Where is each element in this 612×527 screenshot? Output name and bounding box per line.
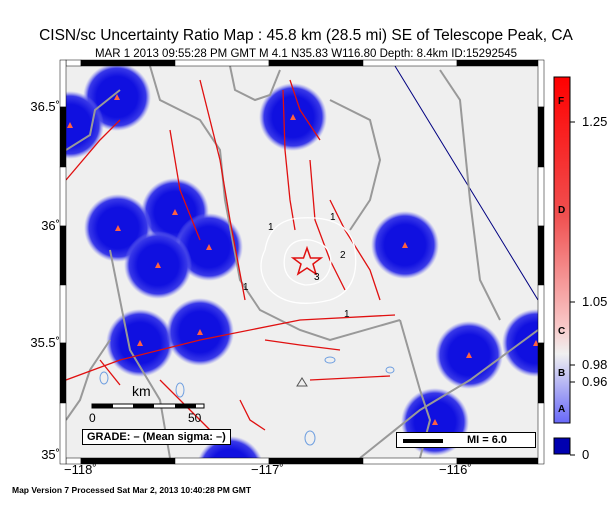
lat-label: 36˚ <box>41 218 60 233</box>
frame-segment <box>59 106 67 168</box>
intensity-contours <box>260 217 357 304</box>
mi-legend-line <box>403 439 443 443</box>
lon-label: −116˚ <box>439 462 472 477</box>
region-boundary <box>394 66 538 301</box>
contour-label: 3 <box>314 272 320 283</box>
frame-segment <box>537 402 545 465</box>
map-title: CISN/sc Uncertainty Ratio Map : 45.8 km … <box>39 27 573 44</box>
frame-segment <box>59 402 67 465</box>
station-triangle-icon <box>597 467 603 473</box>
lat-label: 35˚ <box>41 447 60 462</box>
lon-label: −118˚ <box>64 462 97 477</box>
scale-tick: 0 <box>89 411 96 425</box>
colorbar-letter: A <box>558 404 566 415</box>
colorbar-tick-label: 0 <box>582 447 590 462</box>
grade-box: GRADE: – (Mean sigma: –) <box>82 429 231 445</box>
station-triangle-icon <box>172 209 178 215</box>
station-triangle-icon <box>137 340 143 346</box>
frame-segment <box>537 225 545 286</box>
colorbar-letter: C <box>558 326 566 337</box>
station-triangle-icon <box>115 225 121 231</box>
contour-label: 2 <box>340 250 346 261</box>
map-version-footer: Map Version 7 Processed Sat Mar 2, 2013 … <box>12 485 252 495</box>
frame-segment <box>537 284 545 344</box>
frame-segment <box>59 166 67 227</box>
lat-label: 35.5˚ <box>30 335 60 350</box>
station-triangle-icon <box>290 114 296 120</box>
station-triangle-icon <box>533 340 538 346</box>
contour-label: 1 <box>268 222 274 233</box>
frame-segment <box>59 284 67 344</box>
colorbar-letter: F <box>558 96 565 107</box>
contour-label: 1 <box>243 282 249 293</box>
frame-segment <box>537 342 545 404</box>
scale-unit: km <box>132 383 151 399</box>
mi-legend-label: MI = 6.0 <box>467 434 508 446</box>
frame-segment <box>65 59 82 67</box>
station-triangle-icon <box>114 94 120 100</box>
station-halo <box>66 91 104 159</box>
station-triangle-icon <box>227 467 233 473</box>
frame-segment <box>59 225 67 286</box>
frame-segment <box>268 59 364 67</box>
colorbar-ticks <box>570 121 575 456</box>
event-info: MAR 1 2013 09:55:28 PM GMT M 4.1 N35.83 … <box>94 48 518 60</box>
frame-segment <box>59 342 67 404</box>
lon-label: −117˚ <box>251 462 284 477</box>
station-triangle-icon <box>206 244 212 250</box>
frame-segment <box>59 59 67 108</box>
frame-segment <box>362 59 458 67</box>
lat-label: 36.5˚ <box>30 99 60 114</box>
station-halos <box>66 66 603 473</box>
station-triangle-icon <box>466 352 472 358</box>
epicenter-star-icon <box>290 245 324 276</box>
colorbar-tick-label: 0.98 <box>582 357 608 372</box>
frame-segment <box>80 59 176 67</box>
colorbar-tick-label: 0.96 <box>582 374 608 389</box>
water-bodies <box>99 356 395 446</box>
colorbar <box>553 76 571 424</box>
frame-segment <box>537 59 545 108</box>
colorbar-letter: B <box>558 368 566 379</box>
station-triangle-icon <box>155 262 161 268</box>
station-triangle-icon <box>432 419 438 425</box>
map-frame <box>59 59 545 465</box>
frame-segment <box>456 59 539 67</box>
colorbar-zero-box <box>553 437 571 455</box>
scale-tick: 50 <box>188 411 202 425</box>
frame-segment <box>537 166 545 227</box>
scale-bar <box>91 403 205 409</box>
frame-segment <box>537 106 545 168</box>
faults <box>66 79 396 441</box>
station-triangle-icon <box>67 122 73 128</box>
frame-segment <box>174 59 270 67</box>
contour-label: 1 <box>330 212 336 223</box>
colorbar-tick-label: 1.25 <box>582 114 608 129</box>
colorbar-tick-label: 1.05 <box>582 294 608 309</box>
station-triangle-icon <box>402 242 408 248</box>
colorbar-letter: D <box>558 205 566 216</box>
station-triangle-icon <box>197 329 203 335</box>
city-triangle <box>296 377 308 387</box>
contour-label: 1 <box>344 309 350 320</box>
roads <box>66 66 538 458</box>
mi-legend: MI = 6.0 <box>396 432 536 448</box>
